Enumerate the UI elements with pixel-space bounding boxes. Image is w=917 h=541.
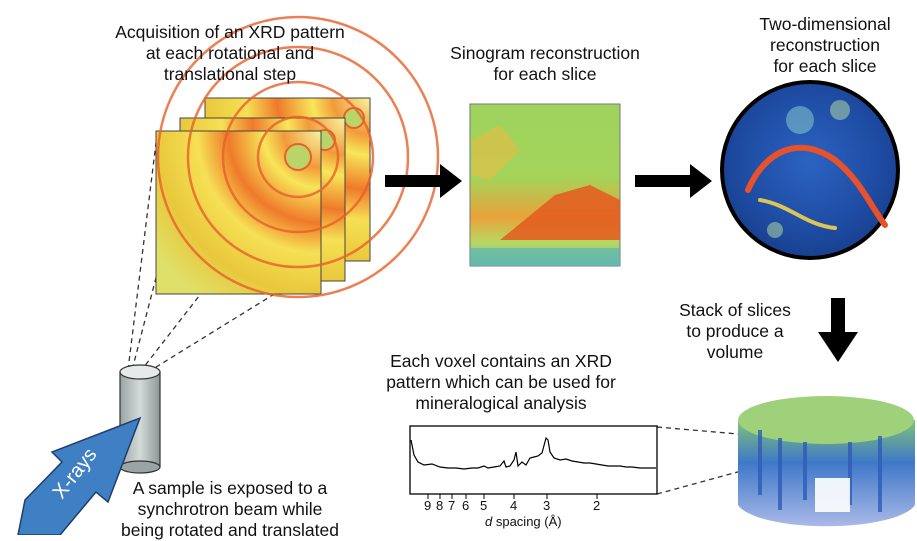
acquisition-caption: Acquisition of an XRD pattern at each ro…: [115, 22, 345, 84]
voxel-link-lines: [656, 426, 751, 495]
tick-label-7: 7: [448, 498, 456, 513]
xray-beam-arrow: X-rays: [17, 416, 142, 535]
xrd-spectrum-line: [410, 436, 656, 470]
sinogram-image: [469, 103, 621, 267]
xrd-axis-label: d spacing (Å): [485, 514, 562, 529]
sinogram-caption: Sinogram reconstruction for each slice: [450, 43, 640, 84]
tick-label-4: 4: [510, 498, 518, 513]
diffraction-rings: [156, 15, 440, 299]
axis-label-text: spacing (Å): [492, 514, 562, 529]
tick-label-6: 6: [462, 498, 470, 513]
tick-label-9: 9: [424, 498, 432, 513]
tick-label-5: 5: [480, 498, 488, 513]
xrd-pattern-stack: [155, 15, 440, 299]
xrd-plot: [409, 425, 658, 499]
direct-beam-spot: [284, 143, 312, 171]
reconstructed-volume: [738, 396, 915, 527]
reconstruction-slice: [720, 80, 900, 260]
arrow-right-2: [635, 164, 712, 198]
sample-caption: A sample is exposed to a synchrotron bea…: [121, 478, 339, 540]
arrow-down: [818, 298, 858, 362]
d-symbol: d: [485, 514, 493, 529]
tick-label-3: 3: [543, 498, 551, 513]
reconstruction-caption: Two-dimensional reconstruction for each …: [759, 14, 891, 76]
xrd-axis-ticks: [427, 494, 598, 499]
stack-caption: Stack of slices to produce a volume: [679, 300, 791, 362]
voxel-caption: Each voxel contains an XRD pattern which…: [386, 351, 616, 413]
arrow-right-1: [385, 164, 462, 198]
tick-label-2: 2: [593, 498, 601, 513]
tick-label-8: 8: [436, 498, 444, 513]
